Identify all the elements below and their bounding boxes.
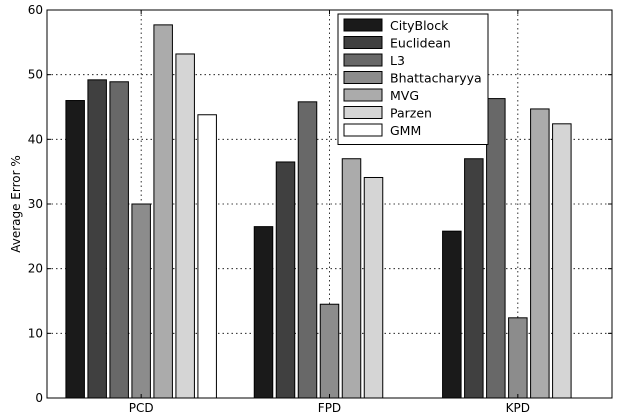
legend-swatch xyxy=(343,53,383,67)
legend-entry-label: CityBlock xyxy=(390,18,449,33)
y-tick-label: 50 xyxy=(28,68,43,82)
legend-swatch xyxy=(343,88,383,102)
x-tick-label: PCD xyxy=(129,401,154,415)
legend-entry-label: Euclidean xyxy=(390,36,451,51)
legend-entry-label: Bhattacharyya xyxy=(390,71,482,86)
bar-cityblock-pcd xyxy=(65,100,85,399)
legend-swatch xyxy=(343,71,383,84)
bars xyxy=(65,24,572,399)
bar-euclidean-pcd xyxy=(87,79,107,399)
bar-mvg-fpd xyxy=(341,158,362,399)
y-tick-label: 20 xyxy=(28,262,43,276)
bar-bhattacharyya-fpd xyxy=(319,303,340,399)
bar-l3-kpd xyxy=(486,98,506,399)
bar-cityblock-fpd xyxy=(253,226,274,399)
bar-mvg-kpd xyxy=(530,108,550,399)
legend: CityBlock Euclidean L3 Bhattacharyya MVG Parz… xyxy=(337,13,489,145)
bar-bhattacharyya-kpd xyxy=(508,317,528,399)
x-tick-label: KPD xyxy=(506,401,530,415)
x-tick-label: FPD xyxy=(318,401,341,415)
y-tick-label: 40 xyxy=(28,132,43,146)
bar-euclidean-kpd xyxy=(464,158,484,399)
legend-swatch xyxy=(343,106,383,119)
legend-entry-label: Parzen xyxy=(390,106,432,121)
legend-entry-label: MVG xyxy=(390,88,419,103)
bar-l3-pcd xyxy=(109,81,129,399)
bar-bhattacharyya-pcd xyxy=(131,203,151,399)
legend-swatch xyxy=(343,36,383,49)
bar-euclidean-fpd xyxy=(275,161,296,399)
x-axis: PCD FPD KPD xyxy=(129,10,530,415)
bar-gmm-pcd xyxy=(197,114,217,399)
legend-swatch xyxy=(343,18,383,32)
y-tick-label: 10 xyxy=(28,326,43,340)
legend-entry-label: GMM xyxy=(390,123,421,138)
bar-l3-fpd xyxy=(297,101,318,399)
bar-parzen-fpd xyxy=(363,176,384,399)
y-axis-title: Average Error % xyxy=(9,155,23,253)
legend-entry-label: L3 xyxy=(390,53,405,68)
y-tick-label: 30 xyxy=(28,197,43,211)
y-tick-label: 60 xyxy=(28,3,43,17)
bar-parzen-kpd xyxy=(552,123,572,399)
y-tick-label: 0 xyxy=(35,391,43,405)
y-axis: 0 10 20 30 40 50 60 xyxy=(28,3,612,405)
bar-parzen-pcd xyxy=(175,53,195,399)
bar-mvg-pcd xyxy=(153,24,173,399)
legend-swatch xyxy=(343,123,383,137)
bar-cityblock-kpd xyxy=(442,230,462,399)
